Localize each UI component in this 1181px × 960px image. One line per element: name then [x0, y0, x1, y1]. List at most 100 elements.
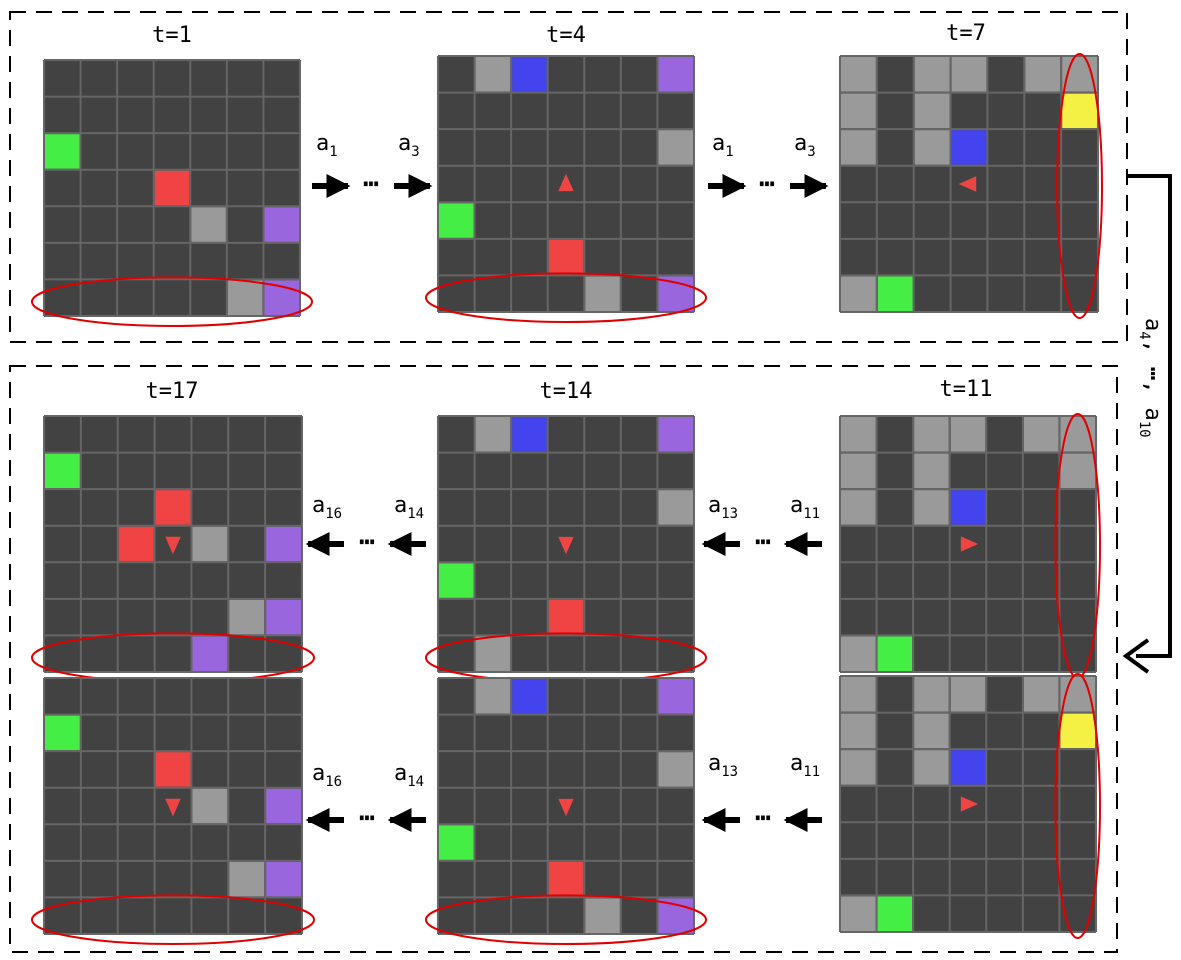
action-subscript: 1	[725, 144, 733, 160]
grid-cell-purple	[264, 207, 299, 242]
grid-cell-wall	[191, 207, 226, 242]
action-letter: a	[398, 131, 411, 156]
time-label-t1: t=1	[152, 23, 192, 48]
grid-cell-wall	[841, 57, 876, 92]
action-label-second: a3	[794, 131, 816, 160]
ellipsis: ⋯	[755, 803, 771, 833]
grid-cell-wall	[841, 750, 876, 785]
grid-cell-green	[877, 276, 913, 311]
grid-cell-wall	[914, 750, 949, 785]
side-label-comma-2: ,	[1140, 380, 1165, 393]
action-subscript: 13	[721, 764, 738, 780]
connector-arrowhead	[1122, 638, 1150, 674]
grid-t14	[425, 415, 707, 684]
grid-panels	[31, 53, 1103, 946]
grid-cell-wall	[585, 898, 620, 933]
grid-cell-green	[45, 715, 80, 751]
agent-triangle-icon	[558, 798, 574, 817]
action-letter: a	[708, 751, 721, 776]
side-label-first-sub: 4	[1136, 331, 1152, 339]
agent-triangle-icon	[960, 796, 979, 812]
grid-cell-wall	[1025, 57, 1061, 92]
grid-cell-red	[548, 239, 584, 275]
agent-triangle-icon	[558, 536, 574, 555]
action-letter: a	[794, 131, 807, 156]
grid-cell-wall	[841, 417, 876, 452]
grid-cell-wall	[658, 130, 693, 165]
action-label-second: a11	[790, 751, 820, 780]
grid-cell-green	[877, 636, 913, 671]
highlight-ellipse	[31, 894, 315, 946]
grid-cell-red	[155, 490, 191, 525]
action-subscript: 1	[329, 144, 337, 160]
action-subscript: 13	[721, 506, 738, 522]
grid-cell-blue	[950, 490, 986, 525]
grid-t11	[839, 413, 1101, 679]
grid-cell-red	[118, 526, 154, 562]
grid-cell-wall	[475, 679, 511, 714]
action-subscript: 14	[407, 774, 424, 790]
time-label-t17: t=17	[146, 379, 199, 404]
grid-cell-wall	[914, 57, 950, 92]
grid-cell-wall	[1023, 417, 1059, 452]
grid-cell-wall	[227, 280, 263, 315]
grid-cell-purple	[266, 599, 301, 635]
grid-cell-wall	[914, 677, 949, 712]
grid-cell-wall	[914, 490, 949, 525]
grid-cell-wall	[841, 677, 876, 712]
grid-cell-wall	[475, 417, 511, 452]
grid-cell-blue	[951, 130, 987, 165]
action-subscript: 3	[411, 144, 419, 160]
action-subscript: 16	[325, 774, 342, 790]
grid-cell-wall	[475, 636, 511, 671]
grid-cell-yellow	[1062, 93, 1097, 129]
action-label-first: a13	[708, 751, 738, 780]
side-label-comma: ,	[1140, 340, 1165, 353]
grid-cell-green	[877, 896, 913, 931]
side-label: a4,⋯,a10	[1136, 318, 1165, 438]
action-letter: a	[708, 493, 721, 518]
top-row-frame	[9, 11, 1128, 343]
action-subscript: 14	[407, 506, 424, 522]
action-label-first: a16	[312, 761, 342, 790]
highlight-ellipse	[425, 894, 707, 946]
grid-cell-red	[548, 599, 584, 635]
ellipsis: ⋯	[359, 803, 375, 833]
agent-triangle-icon	[165, 536, 181, 555]
grid-cell-blue	[512, 57, 547, 92]
action-letter: a	[316, 131, 329, 156]
action-label-second: a14	[394, 493, 424, 522]
grid-cell-red	[548, 861, 584, 897]
grid-cell-wall	[914, 453, 949, 489]
grid-cell-green	[439, 563, 474, 598]
side-label-last: a	[1140, 407, 1165, 420]
grid-cell-wall	[229, 599, 265, 635]
action-letter: a	[790, 493, 803, 518]
side-label-dots: ⋯	[1140, 367, 1165, 380]
grid-t17	[31, 415, 315, 684]
action-transitions: a1 a3⋯a1 a3⋯a16 a14⋯a13 a11⋯a16 a14⋯a13 a11⋯	[305, 131, 829, 833]
time-label-t4: t=4	[546, 23, 586, 48]
svg-text:a4,⋯,a10: a4,⋯,a10	[1136, 318, 1165, 438]
grid-cell-wall	[841, 896, 876, 931]
grid-cell-wall	[658, 752, 693, 787]
grid-cell-wall	[229, 861, 265, 897]
grid-cell-wall	[841, 636, 876, 671]
grid-cell-purple	[266, 526, 301, 562]
action-label-first: a1	[712, 131, 734, 160]
grid-cell-wall	[951, 57, 987, 92]
grid-cell-yellow	[1060, 713, 1095, 749]
grid-t4	[425, 55, 707, 324]
grid-cell-wall	[914, 417, 949, 452]
action-subscript: 11	[803, 764, 820, 780]
action-subscript: 3	[807, 144, 815, 160]
agent-triangle-icon	[165, 798, 181, 817]
action-group-a13-a11-mid: a13 a11⋯	[701, 493, 822, 557]
grid-cell-wall	[914, 93, 950, 129]
grid-cell-wall	[192, 788, 228, 824]
grid-cell-green	[45, 453, 80, 489]
action-letter: a	[312, 493, 325, 518]
ellipsis: ⋯	[755, 527, 771, 557]
grid-cell-purple	[266, 861, 301, 897]
